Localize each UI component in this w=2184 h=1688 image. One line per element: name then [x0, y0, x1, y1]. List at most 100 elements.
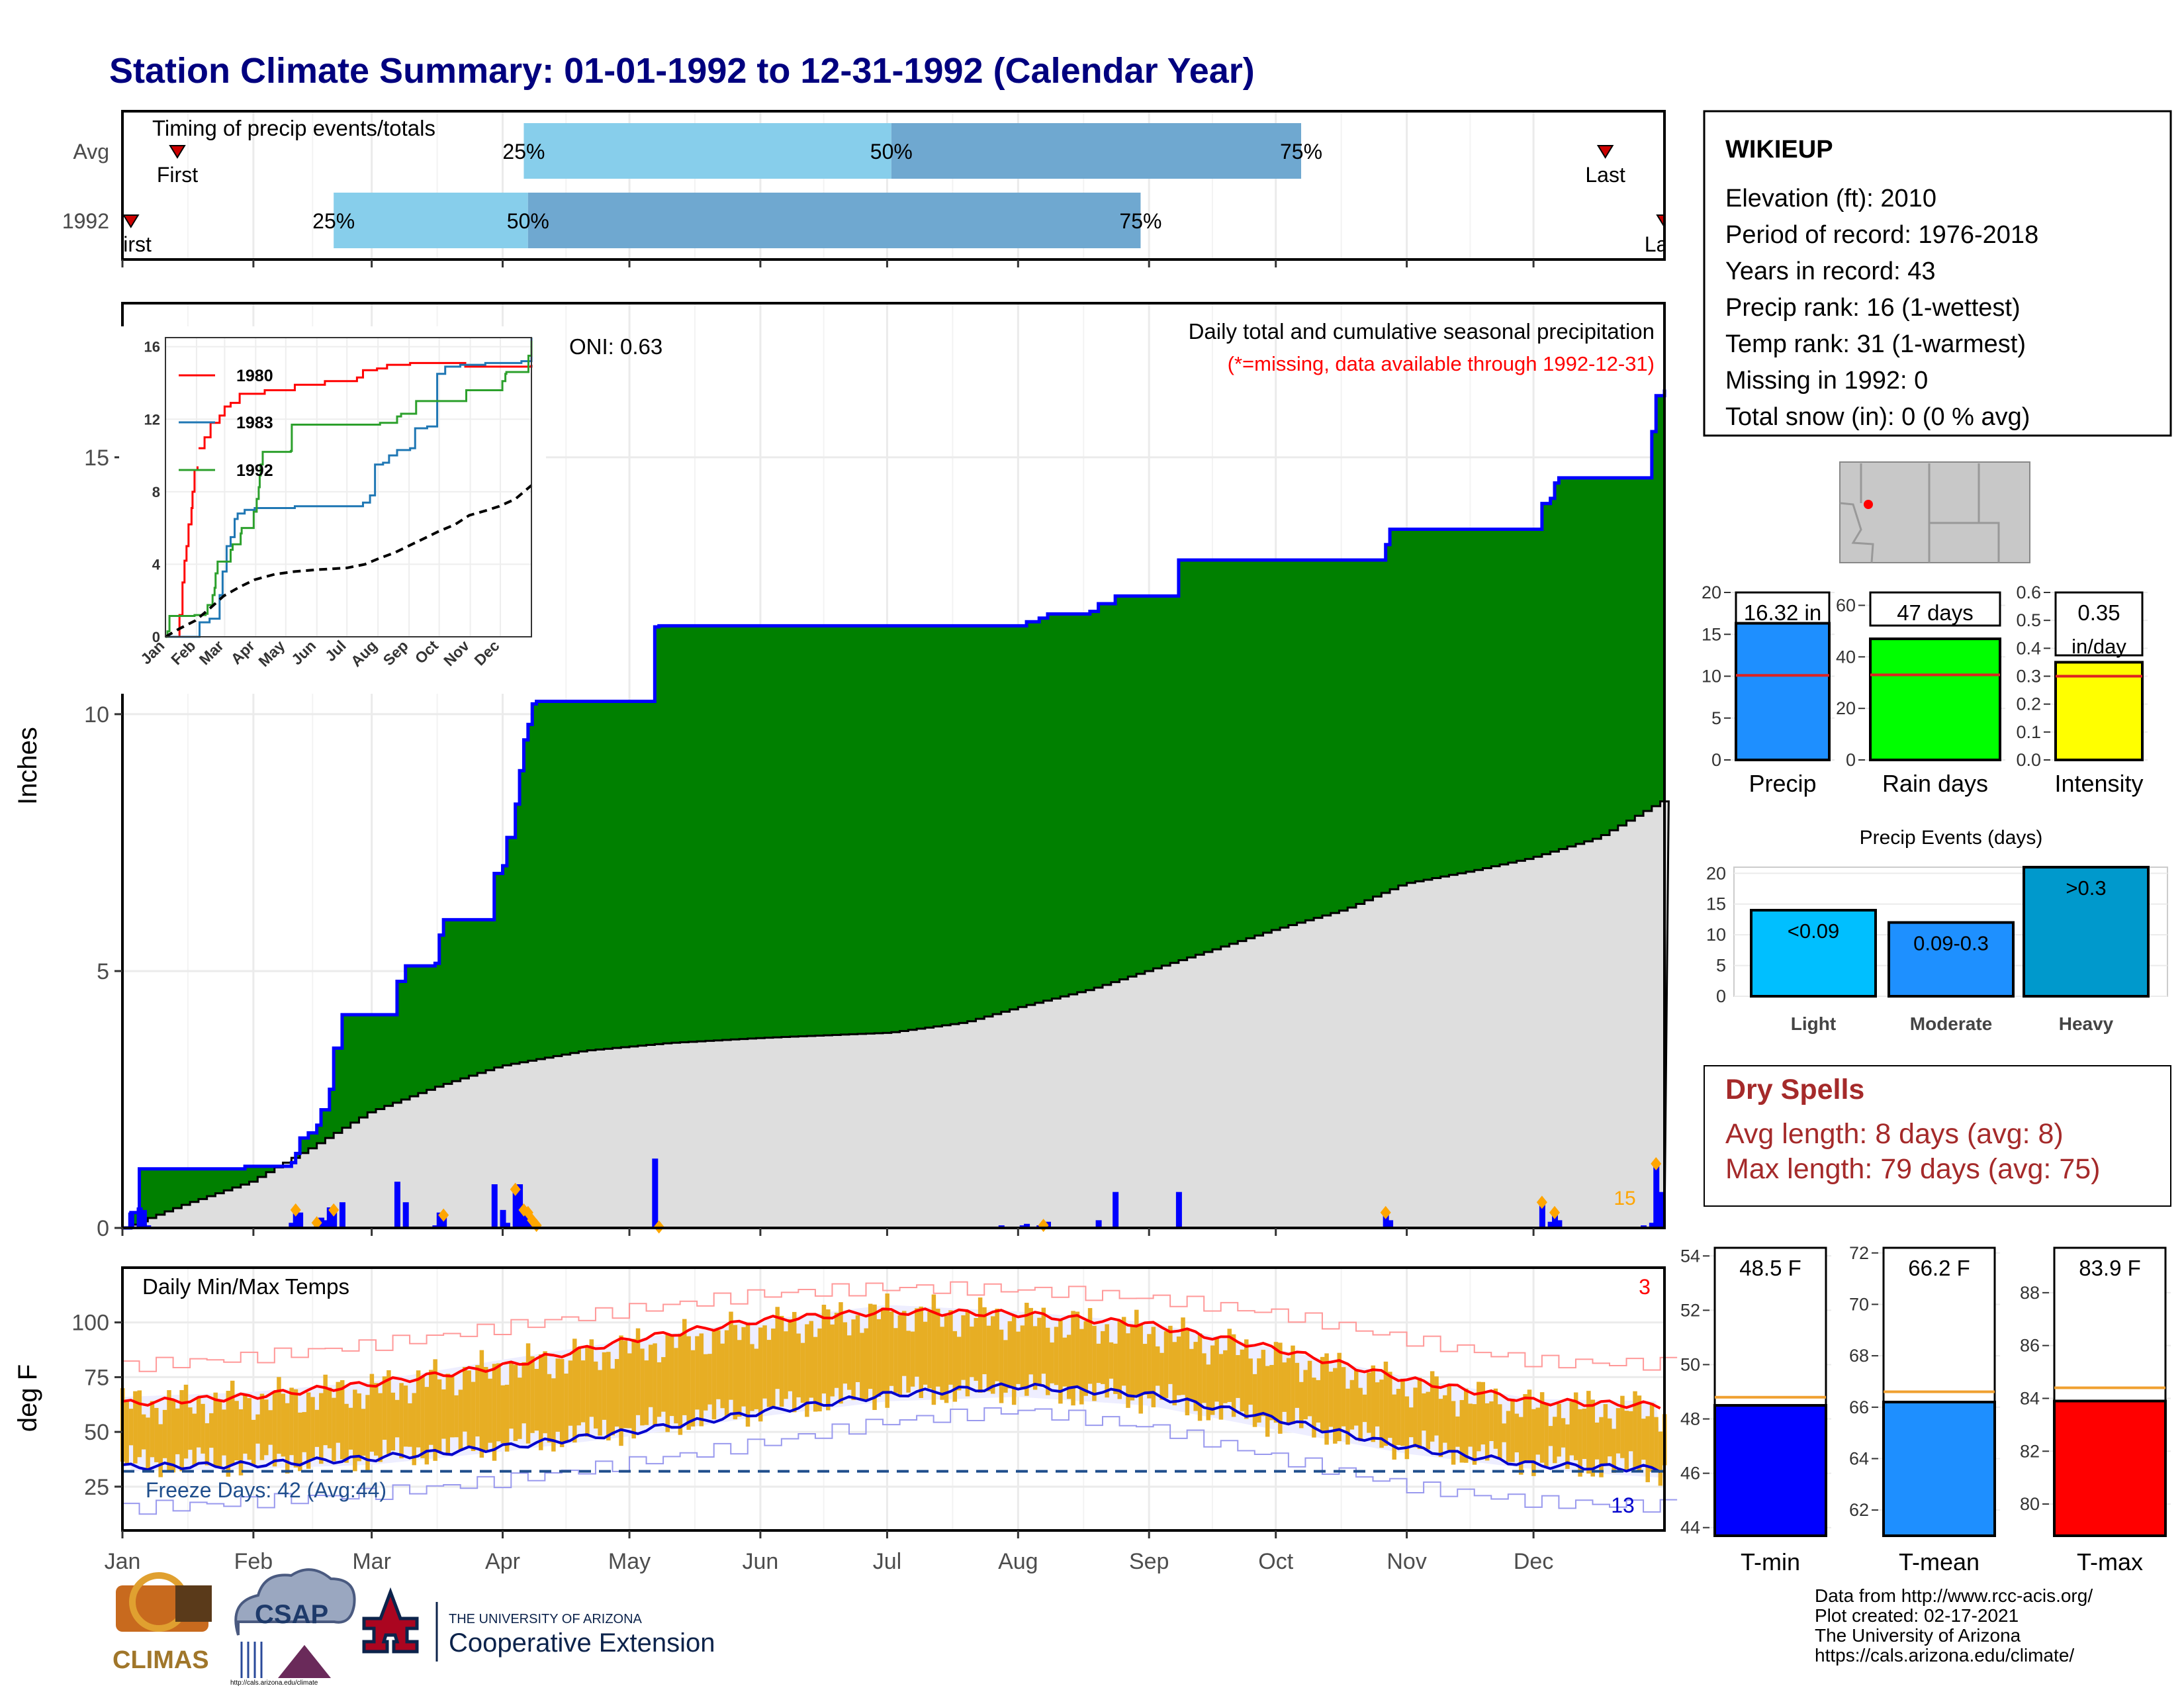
temperature-panel: Daily Min/Max Temps Freeze Days: 42 (Avg:… — [13, 1266, 1678, 1538]
precip-events-panel: Precip Events (days) 0 5 10 15 20 <0.09 Light 0.… — [1706, 827, 2168, 1034]
daily-temp-bar — [720, 1343, 725, 1409]
inset-legend-label: 1980 — [236, 367, 273, 385]
daily-temp-bar — [842, 1322, 848, 1384]
daily-temp-bar — [538, 1354, 543, 1450]
daily-temp-bar — [881, 1307, 886, 1394]
daily-temp-bar — [1218, 1354, 1224, 1420]
daily-precip-bar — [326, 1207, 333, 1228]
daily-temp-bar — [952, 1331, 958, 1402]
daily-temp-bar — [1163, 1331, 1169, 1398]
daily-temp-bar — [1349, 1380, 1355, 1430]
daily-precip-bar — [1095, 1220, 1102, 1228]
daily-temp-bar — [653, 1343, 657, 1427]
daily-precip-bar — [1653, 1163, 1660, 1228]
daily-temp-bar — [1468, 1403, 1473, 1447]
daily-temp-bar — [1404, 1396, 1410, 1460]
panel-y-tick-label: 0.0 — [2016, 750, 2041, 770]
events-y-tick: 15 — [1706, 894, 1726, 914]
daily-temp-bar — [217, 1400, 222, 1468]
daily-temp-bar — [682, 1319, 687, 1415]
csap-url: http://cals.arizona.edu/climate — [230, 1679, 318, 1687]
daily-temp-bar — [1261, 1350, 1266, 1417]
daily-temp-bar — [226, 1391, 231, 1477]
daily-temp-bar — [1020, 1325, 1025, 1390]
dry-spells-box: Dry Spells Avg length: 8 days (avg: 8) M… — [1704, 1065, 2171, 1207]
daily-precip-bar — [1383, 1212, 1389, 1228]
events-bar-light — [1750, 909, 1877, 998]
credit-line: The University of Arizona — [1815, 1625, 2021, 1646]
panel-value-bar — [2053, 1399, 2167, 1537]
daily-temp-bar — [901, 1311, 907, 1376]
climas-logo-text: CLIMAS — [113, 1646, 209, 1674]
panel-value-label: 0.35 — [2077, 600, 2120, 625]
daily-temp-bar — [695, 1336, 700, 1410]
daily-precip-bar — [517, 1184, 523, 1228]
daily-temp-bar — [1011, 1315, 1017, 1405]
daily-temp-bar — [1016, 1331, 1021, 1384]
daily-temp-bar — [1062, 1337, 1068, 1387]
panel-value-box — [1735, 591, 1831, 627]
daily-temp-bar — [771, 1328, 776, 1409]
daily-temp-bar — [1379, 1380, 1384, 1448]
events-bar-moderate — [1888, 921, 2015, 998]
daily-temp-bar — [323, 1374, 328, 1446]
daily-temp-bar — [779, 1315, 784, 1407]
daily-temp-bar — [860, 1333, 864, 1401]
daily-temp-bar — [644, 1360, 649, 1425]
daily-temp-bar — [1561, 1418, 1566, 1448]
daily-temp-bar — [1443, 1395, 1447, 1443]
daily-temp-bar — [1142, 1344, 1148, 1395]
daily-precip-bar — [500, 1209, 506, 1228]
daily-temp-bar — [1535, 1407, 1540, 1455]
panel-y-tick-label: 82 — [2020, 1441, 2040, 1461]
daily-temp-bar — [711, 1331, 717, 1420]
daily-temp-bar — [128, 1409, 134, 1446]
first-event-marker — [169, 145, 186, 159]
panel-y-tick-label: 0.1 — [2016, 722, 2041, 742]
inset-legend-label: 1983 — [236, 414, 273, 432]
daily-temp-bar — [525, 1343, 531, 1444]
daily-temp-bar — [1312, 1378, 1316, 1438]
daily-temp-bar — [1518, 1417, 1524, 1475]
daily-temp-bar — [534, 1368, 539, 1431]
last-event-label: Last — [1585, 163, 1625, 187]
daily-temp-bar — [1176, 1336, 1181, 1395]
ua-logo: THE UNIVERSITY OF ARIZONA Cooperative Ex… — [362, 1587, 715, 1662]
daily-temp-bar — [201, 1403, 205, 1454]
inset-y-tick: 4 — [152, 556, 161, 573]
daily-temp-bar — [1054, 1327, 1059, 1385]
daily-temp-bar — [1637, 1395, 1642, 1472]
daily-temp-bar — [1531, 1409, 1536, 1476]
daily-temp-bar — [1109, 1342, 1114, 1379]
daily-temp-bar — [893, 1328, 898, 1393]
freeze-count-label: 13 — [1611, 1493, 1635, 1517]
daily-temp-bar — [518, 1378, 522, 1439]
record-min-line — [122, 1407, 1678, 1515]
daily-temp-bar — [1548, 1426, 1553, 1446]
month-axis: Jan Feb Mar Apr May Jun Jul Aug Sep Oct Nov Dec — [105, 1549, 1554, 1574]
daily-temp-bar — [475, 1365, 480, 1437]
daily-temp-bar — [492, 1364, 497, 1461]
daily-precip-bar — [1552, 1212, 1559, 1228]
month-label-apr: Apr — [485, 1549, 520, 1574]
daily-temp-bar — [1628, 1411, 1633, 1452]
daily-temp-bar — [784, 1331, 788, 1399]
daily-temp-bar — [488, 1378, 492, 1443]
daily-temp-bar — [1214, 1338, 1219, 1402]
daily-temp-bar — [124, 1401, 129, 1465]
daily-temp-bar — [188, 1407, 193, 1450]
daily-precip-bar — [394, 1182, 400, 1228]
temp-y-tick-label: 75 — [84, 1365, 109, 1390]
daily-temp-bar — [1430, 1371, 1435, 1442]
daily-temp-bar — [703, 1354, 708, 1411]
daily-temp-bar — [1358, 1387, 1363, 1442]
daily-temp-bar — [821, 1305, 827, 1394]
timing-bar-25-50 — [334, 193, 528, 248]
daily-temp-bar — [555, 1358, 561, 1432]
daily-precip-bar — [1024, 1223, 1030, 1228]
daily-temp-bar — [927, 1311, 932, 1389]
daily-temp-bar — [1477, 1382, 1481, 1452]
panel-y-tick-label: 64 — [1849, 1448, 1869, 1468]
panel-y-tick-label: 54 — [1680, 1246, 1700, 1266]
daily-temp-bar — [1392, 1394, 1396, 1460]
